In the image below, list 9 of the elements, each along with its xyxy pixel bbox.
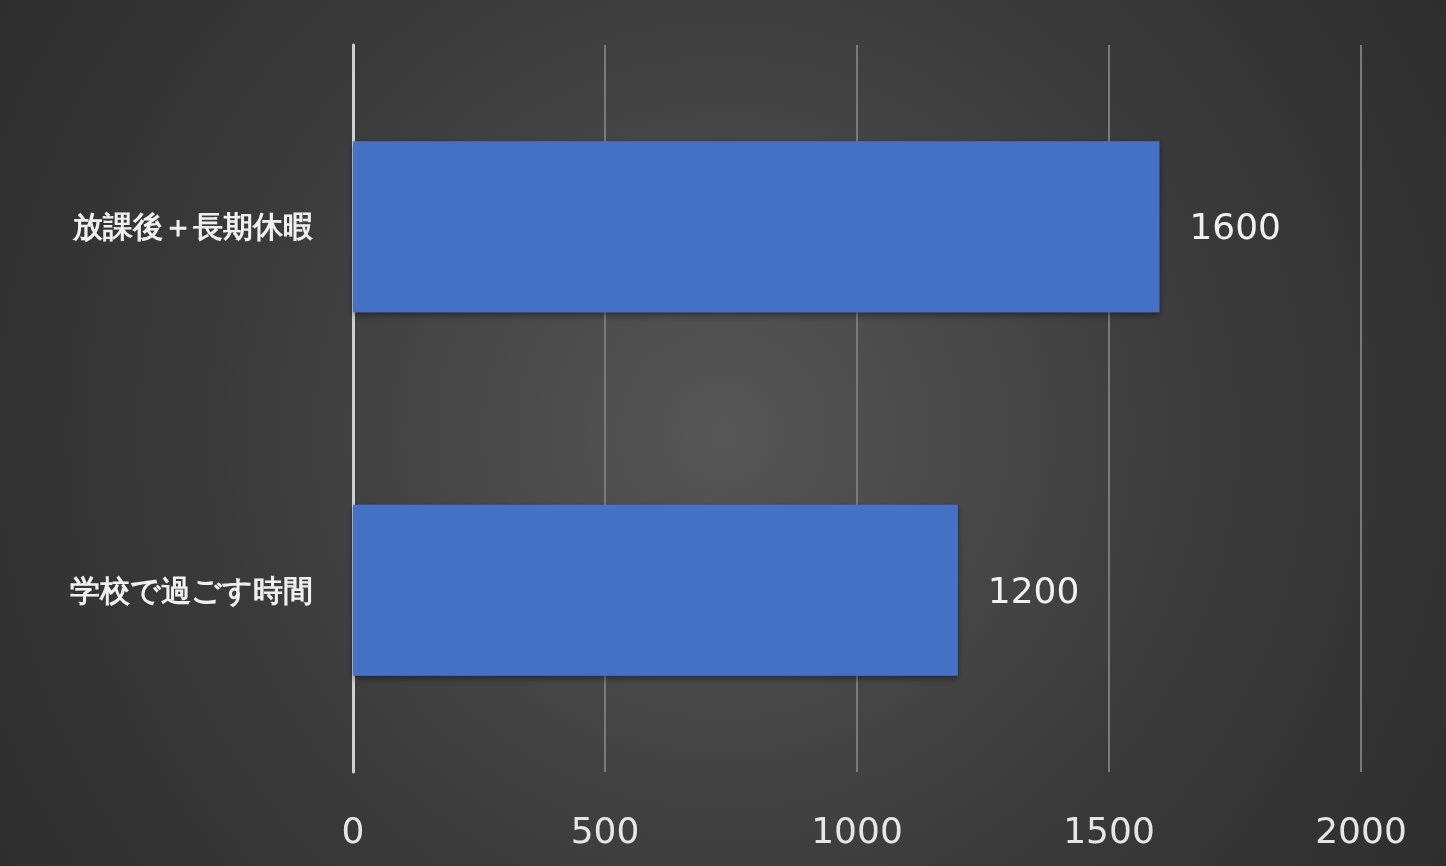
data-label: 1600 <box>1189 206 1282 248</box>
x-tick-label: 2000 <box>1315 809 1407 851</box>
x-tick-label: 0 <box>341 809 365 851</box>
y-tick-label: 放課後＋長期休暇 <box>72 209 313 245</box>
x-tick-label: 1500 <box>1063 809 1155 851</box>
x-tick-label: 1000 <box>811 809 903 851</box>
x-tick-label: 500 <box>570 809 640 851</box>
y-tick-label: 学校で過ごす時間 <box>70 572 313 608</box>
data-label: 1200 <box>987 569 1080 611</box>
